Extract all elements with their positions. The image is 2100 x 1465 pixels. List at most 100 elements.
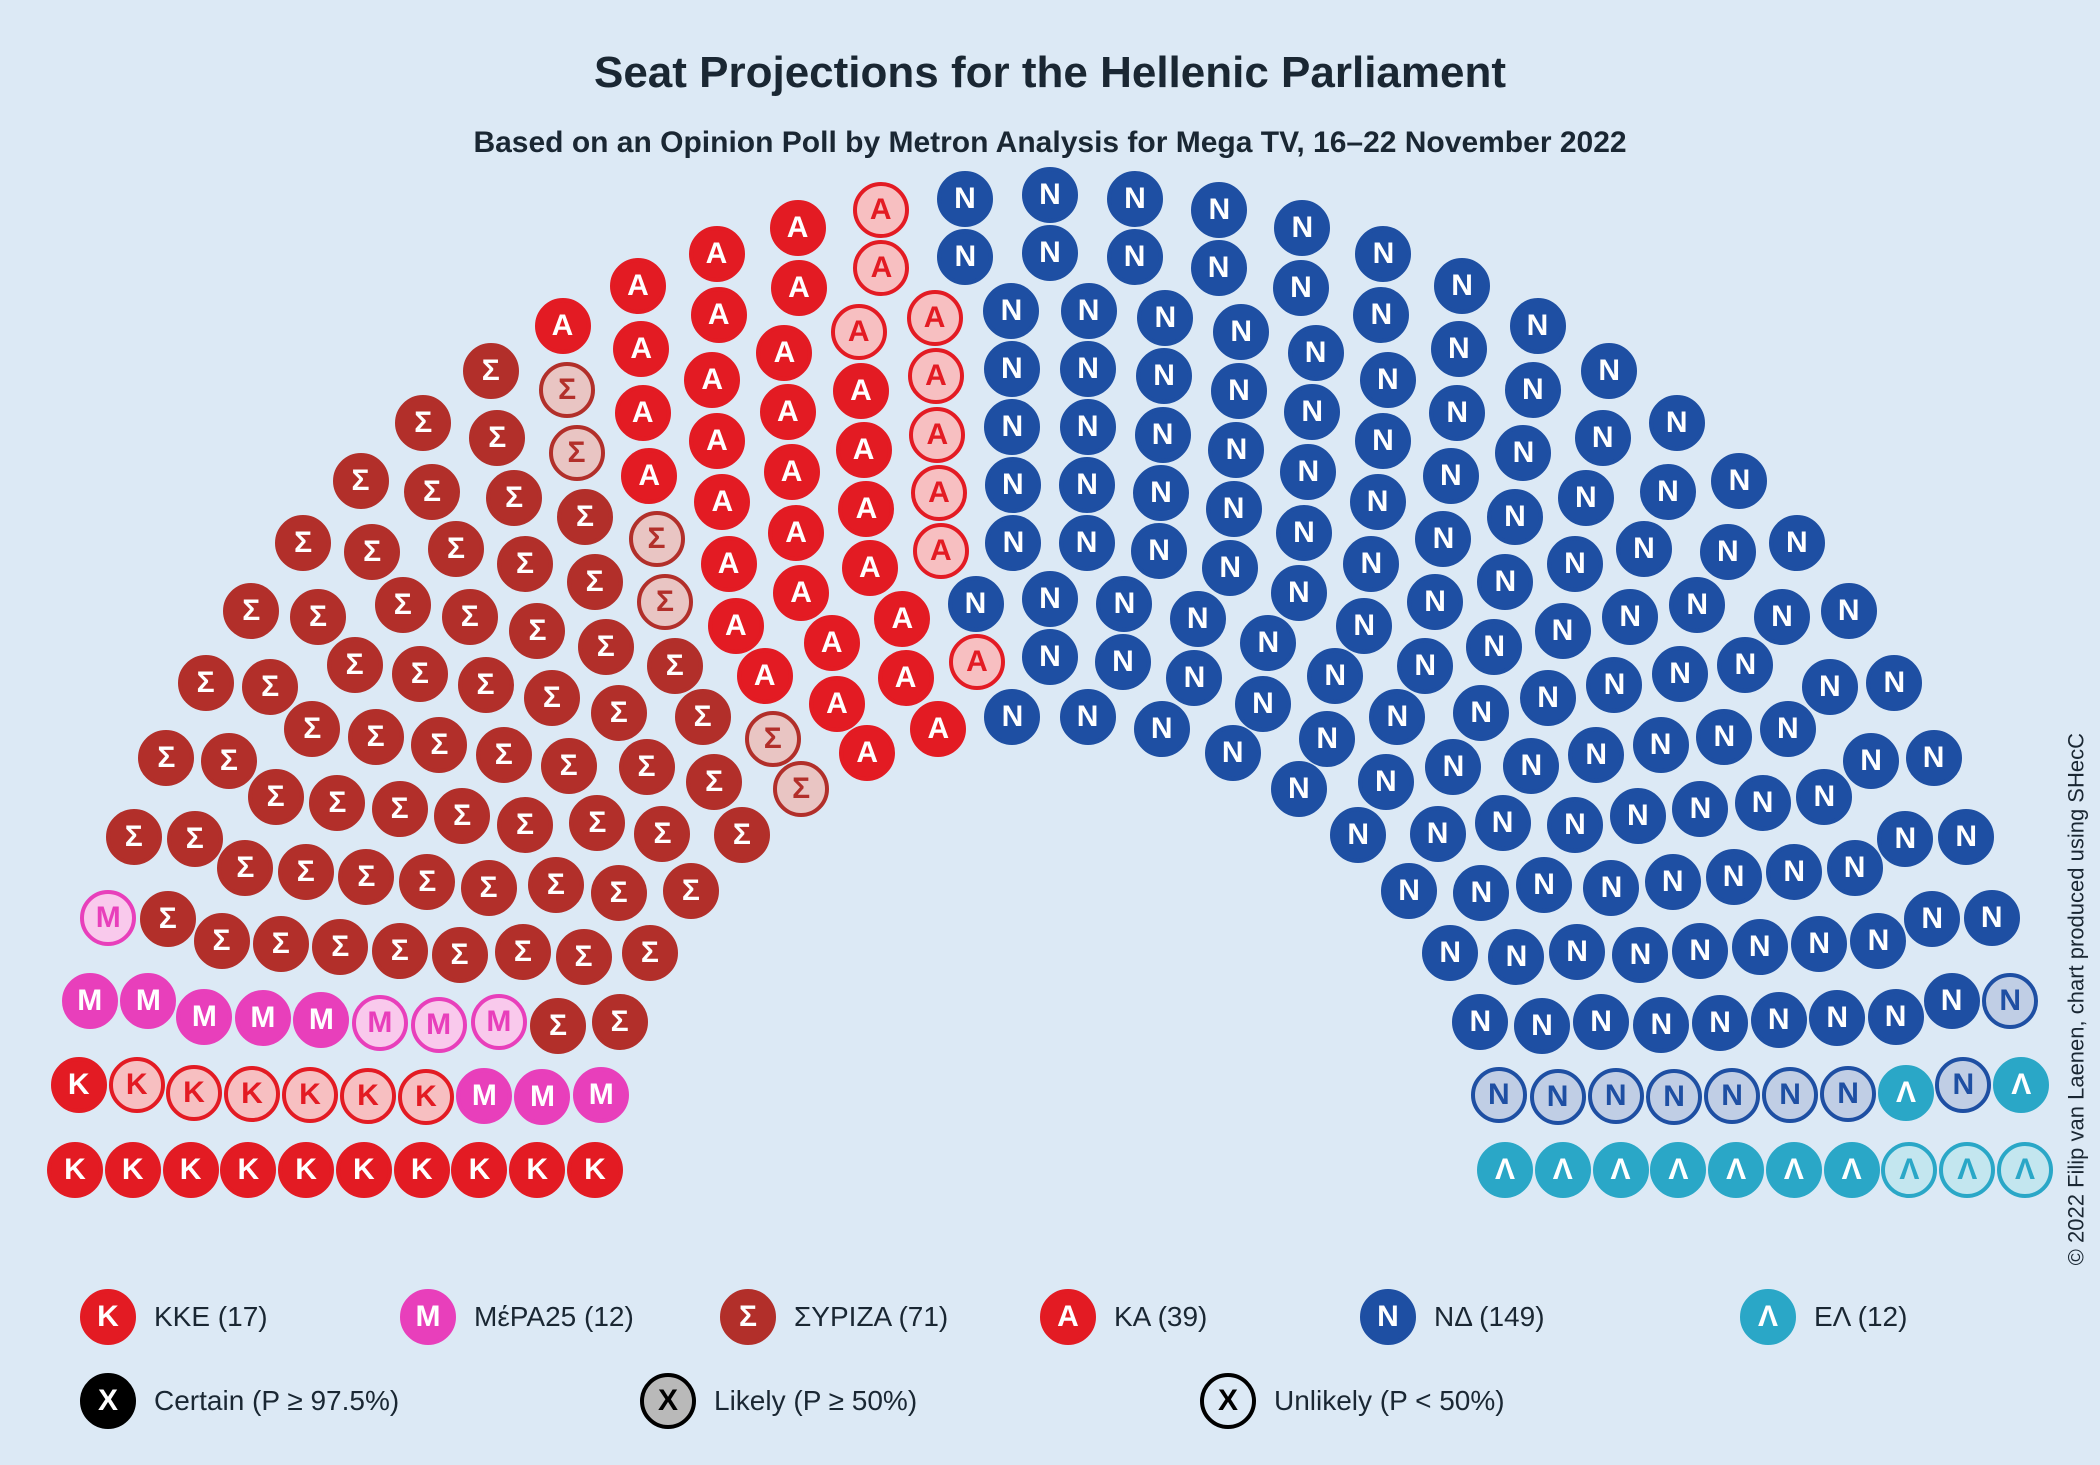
seat: Ν	[1284, 384, 1340, 440]
seat: Ν	[1610, 788, 1666, 844]
legend-party-label: ΚΚΕ (17)	[154, 1301, 268, 1333]
seat: Σ	[647, 638, 703, 694]
seat: Σ	[348, 709, 404, 765]
seat: Κ	[340, 1068, 396, 1124]
seat: Ν	[1061, 283, 1117, 339]
seat: Ν	[937, 171, 993, 227]
seat: Ν	[1633, 997, 1689, 1053]
seat: Μ	[120, 973, 176, 1029]
seat: Ν	[1938, 809, 1994, 865]
seat: Σ	[395, 395, 451, 451]
seat: Ν	[1583, 860, 1639, 916]
seat: Σ	[528, 857, 584, 913]
seat: Ν	[1645, 854, 1701, 910]
seat: Ν	[1475, 795, 1531, 851]
seat: Ν	[1547, 797, 1603, 853]
seat: Σ	[476, 727, 532, 783]
seat: Σ	[275, 515, 331, 571]
legend-confidence-swatch: X	[1200, 1373, 1256, 1429]
seat: Σ	[773, 761, 829, 817]
seat: Ν	[1429, 385, 1485, 441]
seat: Ν	[1166, 650, 1222, 706]
seat: Α	[756, 325, 812, 381]
seat: Ν	[1612, 927, 1668, 983]
seat: Κ	[398, 1069, 454, 1125]
seat: Α	[737, 648, 793, 704]
legend-confidence-swatch: X	[640, 1373, 696, 1429]
seat: Α	[853, 240, 909, 296]
seat: Ν	[1288, 325, 1344, 381]
seat: Ν	[1809, 990, 1865, 1046]
seat: Ν	[1059, 515, 1115, 571]
legend-party-item: ΣΣΥΡΙΖΑ (71)	[720, 1289, 1000, 1345]
legend-party-label: ΝΔ (149)	[1434, 1301, 1545, 1333]
seat: Λ	[1993, 1057, 2049, 1113]
seat: Σ	[556, 929, 612, 985]
legend-party-swatch: Ν	[1360, 1289, 1416, 1345]
legend-party-item: Ν ΝΔ (149)	[1360, 1289, 1700, 1345]
seat: Σ	[138, 730, 194, 786]
seat: Ν	[1107, 171, 1163, 227]
seat: Ν	[1271, 761, 1327, 817]
seat: Σ	[284, 701, 340, 757]
seat: Α	[610, 258, 666, 314]
seat: Λ	[1824, 1142, 1880, 1198]
seat: Ν	[1616, 521, 1672, 577]
seat: Ν	[1471, 1067, 1527, 1123]
seat: Ν	[1568, 727, 1624, 783]
seat: Ν	[1407, 574, 1463, 630]
legend-confidence-label: Certain (P ≥ 97.5%)	[154, 1385, 399, 1417]
legend-parties-row: ΚΚΚΕ (17) ΜΜέΡΑ25 (12) ΣΣΥΡΙΖΑ (71) ΑΚΑ (39…	[80, 1289, 2020, 1345]
seat: Σ	[333, 453, 389, 509]
seat: Α	[691, 287, 747, 343]
seat: Ν	[984, 341, 1040, 397]
seat: Α	[907, 290, 963, 346]
seat: Σ	[591, 865, 647, 921]
seat: Σ	[217, 840, 273, 896]
seat: Ν	[1410, 806, 1466, 862]
seat: Σ	[167, 811, 223, 867]
seat: Ν	[1205, 725, 1261, 781]
seat: Ν	[1211, 363, 1267, 419]
seat: Ν	[1924, 973, 1980, 1029]
seat: Ν	[1575, 410, 1631, 466]
seat: Ν	[1514, 998, 1570, 1054]
seat: Ν	[1060, 689, 1116, 745]
seat: Σ	[497, 536, 553, 592]
seat: Σ	[486, 470, 542, 526]
seat: Α	[708, 598, 764, 654]
seat: Μ	[235, 990, 291, 1046]
seat: Μ	[514, 1069, 570, 1125]
seat: Ν	[1866, 655, 1922, 711]
seat: Λ	[1766, 1142, 1822, 1198]
seat: Σ	[541, 738, 597, 794]
seat: Σ	[469, 410, 525, 466]
seat: Ν	[1453, 685, 1509, 741]
seat: Σ	[404, 464, 460, 520]
seat: Α	[701, 536, 757, 592]
seat: Ν	[1280, 444, 1336, 500]
legend-party-item: ΑΚΑ (39)	[1040, 1289, 1320, 1345]
seat: Ν	[1191, 182, 1247, 238]
chart-title: Seat Projections for the Hellenic Parlia…	[0, 48, 2100, 98]
seat: Ν	[1906, 730, 1962, 786]
seat: Ν	[1505, 362, 1561, 418]
seat: Κ	[336, 1142, 392, 1198]
seat: Σ	[663, 863, 719, 919]
seat: Α	[621, 448, 677, 504]
seat: Σ	[497, 797, 553, 853]
seat: Ν	[1696, 709, 1752, 765]
seat: Ν	[1762, 1067, 1818, 1123]
seat: Ν	[1271, 565, 1327, 621]
seat: Ν	[1535, 603, 1591, 659]
seat: Σ	[578, 619, 634, 675]
seat: Ν	[1358, 754, 1414, 810]
legend-party-item: ΜΜέΡΑ25 (12)	[400, 1289, 680, 1345]
legend-party-item: ΚΚΚΕ (17)	[80, 1289, 360, 1345]
seat: Σ	[290, 589, 346, 645]
seat: Σ	[392, 646, 448, 702]
seat: Κ	[220, 1142, 276, 1198]
seat: Ν	[937, 229, 993, 285]
legend-party-label: ΚΑ (39)	[1114, 1301, 1207, 1333]
seat: Λ	[1939, 1142, 1995, 1198]
